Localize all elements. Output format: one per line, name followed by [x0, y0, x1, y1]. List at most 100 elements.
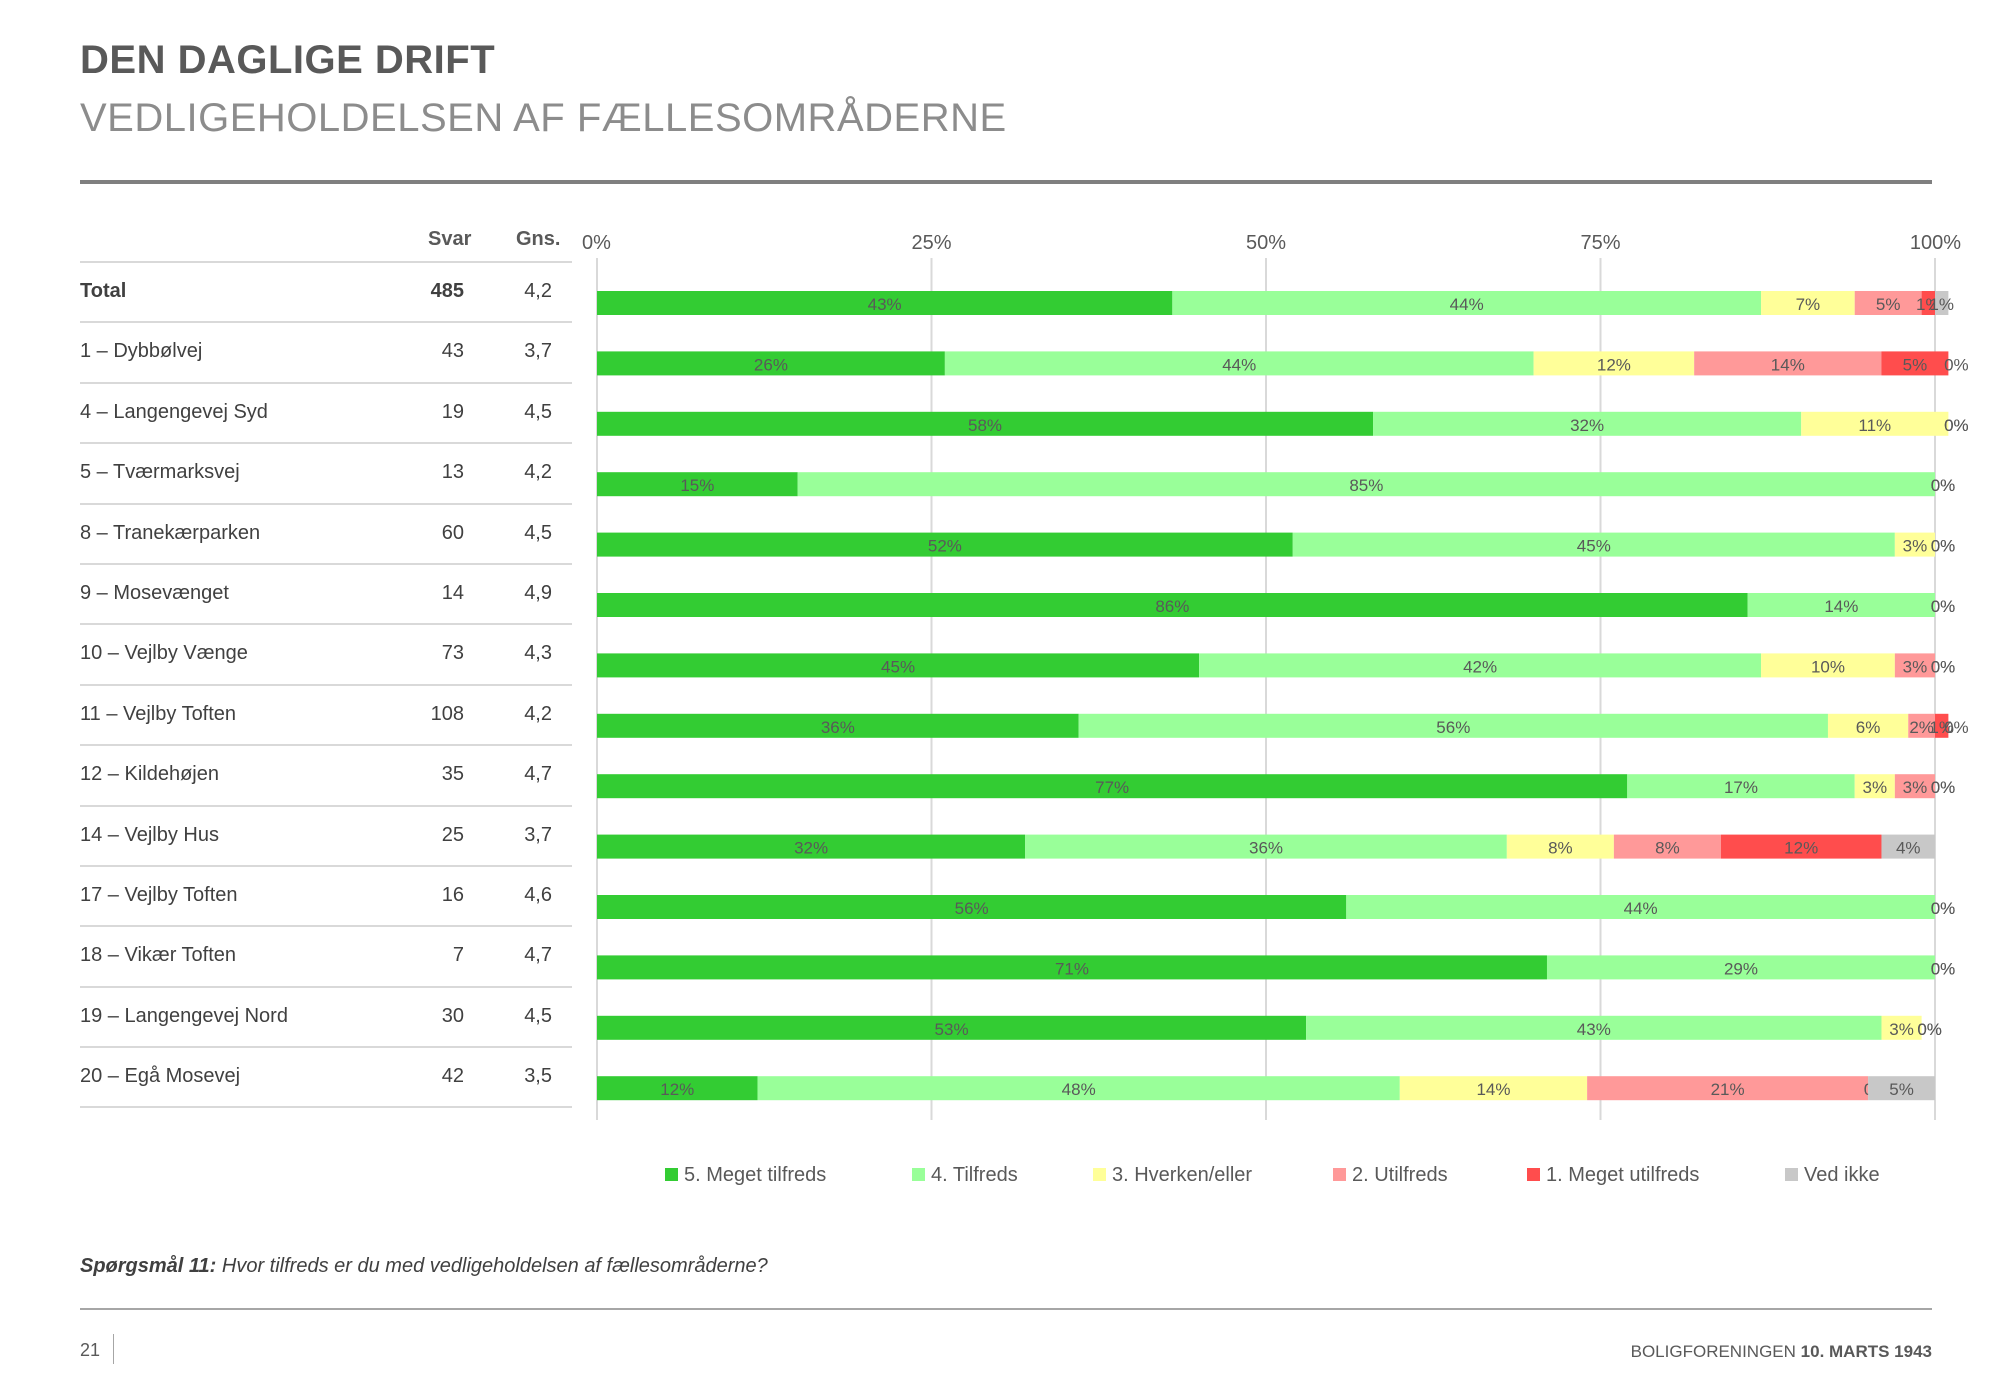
- bar-segment: [1908, 713, 1935, 738]
- data-label: 45%: [1577, 537, 1611, 556]
- bar-segment: [597, 1015, 1307, 1040]
- legend-label: 4. Tilfreds: [931, 1164, 1018, 1186]
- bar-segment: [1894, 653, 1935, 678]
- row-label: 10 – Vejlby Vænge: [80, 642, 248, 665]
- question-text: Spørgsmål 11: Hvor tilfreds er du med ve…: [80, 1255, 768, 1278]
- row-gns: 4,5: [524, 1004, 552, 1027]
- row-gns: 4,2: [524, 461, 552, 484]
- row-divider: [80, 1046, 572, 1049]
- bar-segment: [1306, 1015, 1882, 1040]
- data-label: 44%: [1624, 899, 1658, 918]
- x-tick-label: 50%: [1246, 232, 1286, 254]
- bar-segment: [597, 291, 1173, 315]
- row-label: Total: [80, 280, 127, 302]
- legend-swatch: [1527, 1168, 1540, 1181]
- row-label: 11 – Vejlby Toften: [80, 702, 237, 725]
- bar-segment: [597, 532, 1293, 557]
- bar-segment: [597, 653, 1200, 678]
- question-label: Spørgsmål 11:: [80, 1255, 217, 1277]
- bar-segment: [1935, 291, 1949, 315]
- data-label: 32%: [794, 839, 828, 858]
- data-label: 32%: [1570, 416, 1604, 435]
- page-subtitle: VEDLIGEHOLDELSEN AF FÆLLESOMRÅDERNE: [80, 96, 1007, 140]
- row-divider: [80, 1106, 572, 1109]
- row-label: 19 – Langengevej Nord: [80, 1004, 288, 1027]
- bar-segment: [597, 955, 1547, 980]
- bar-segment: [597, 593, 1748, 617]
- row-label: 18 – Vikær Toften: [80, 944, 237, 967]
- row-label: 1 – Dybbølvej: [80, 340, 203, 363]
- row-gns: 4,7: [524, 763, 552, 786]
- row-label: 14 – Vejlby Hus: [80, 823, 219, 846]
- data-label: 1%: [1929, 295, 1954, 314]
- bar-segment: [1199, 653, 1762, 678]
- row-divider: [80, 261, 572, 263]
- data-label: 5%: [1903, 355, 1928, 374]
- bar-segment: [1587, 1076, 1869, 1101]
- row-svar: 19: [441, 400, 464, 423]
- bar-segment: [1894, 774, 1935, 799]
- row-label: 17 – Vejlby Toften: [80, 884, 238, 906]
- row-gns: 4,6: [524, 884, 552, 906]
- footer-org: BOLIGFORENINGEN 10. MARTS 1943: [1631, 1342, 1932, 1362]
- data-label: 3%: [1903, 537, 1928, 556]
- col-header-gns: Gns.: [516, 228, 561, 250]
- data-label: 1%: [1929, 718, 1954, 737]
- row-divider: [80, 563, 572, 565]
- legend-swatch: [665, 1168, 678, 1181]
- row-label: 8 – Tranekærparken: [80, 521, 261, 544]
- data-label: 0%: [1944, 355, 1969, 374]
- bar-segment: [1533, 351, 1695, 376]
- data-label: 12%: [1597, 355, 1631, 374]
- legend-label: 3. Hverken/eller: [1112, 1164, 1252, 1186]
- data-label: 3%: [1903, 778, 1928, 797]
- data-label: 3%: [1903, 657, 1928, 676]
- bar-segment: [1747, 593, 1935, 617]
- data-label: 53%: [935, 1020, 969, 1039]
- bar-segment: [1292, 532, 1895, 557]
- bar-segment: [597, 1076, 758, 1101]
- data-label: 5%: [1889, 1080, 1914, 1099]
- data-label: 56%: [955, 899, 989, 918]
- row-svar: 14: [441, 582, 464, 604]
- row-divider: [80, 321, 572, 324]
- bar-segment: [1627, 774, 1855, 799]
- bar-segment: [1935, 713, 1949, 738]
- page-title: DEN DAGLIGE DRIFT: [80, 38, 496, 82]
- legend-swatch: [912, 1168, 925, 1181]
- row-svar: 30: [441, 1004, 464, 1027]
- row-divider: [80, 985, 572, 988]
- data-label: 17%: [1724, 778, 1758, 797]
- data-label: 0%: [1931, 899, 1956, 918]
- data-label: 14%: [1824, 597, 1858, 616]
- row-svar: 73: [441, 642, 464, 665]
- data-label: 0%: [1944, 718, 1969, 737]
- data-label: 43%: [1577, 1020, 1611, 1039]
- row-svar: 485: [430, 280, 464, 302]
- data-label: 48%: [1062, 1080, 1096, 1099]
- footer-org-name: BOLIGFORENINGEN: [1630, 1342, 1801, 1361]
- data-label: 11%: [1858, 416, 1891, 435]
- row-svar: 35: [441, 763, 464, 786]
- row-svar: 108: [430, 702, 464, 725]
- data-label: 15%: [680, 476, 714, 495]
- col-header-svar: Svar: [428, 228, 472, 250]
- bar-segment: [1078, 713, 1828, 738]
- data-label: 71%: [1055, 959, 1089, 978]
- bar-segment: [597, 774, 1628, 799]
- row-gns: 4,2: [524, 702, 552, 725]
- legend-swatch: [1093, 1168, 1106, 1181]
- row-svar: 7: [452, 944, 464, 967]
- data-label: 0%: [1931, 778, 1956, 797]
- data-label: 0%: [1931, 476, 1956, 495]
- bar-segment: [1373, 411, 1802, 436]
- row-divider: [80, 865, 572, 867]
- row-label: 4 – Langengevej Syd: [80, 400, 268, 423]
- row-divider: [80, 502, 572, 505]
- data-label: 77%: [1095, 778, 1129, 797]
- data-label: 44%: [1450, 295, 1484, 314]
- row-svar: 43: [441, 340, 464, 363]
- bar-segment: [1506, 834, 1614, 859]
- row-gns: 4,3: [524, 642, 552, 665]
- data-label: 3%: [1889, 1020, 1914, 1039]
